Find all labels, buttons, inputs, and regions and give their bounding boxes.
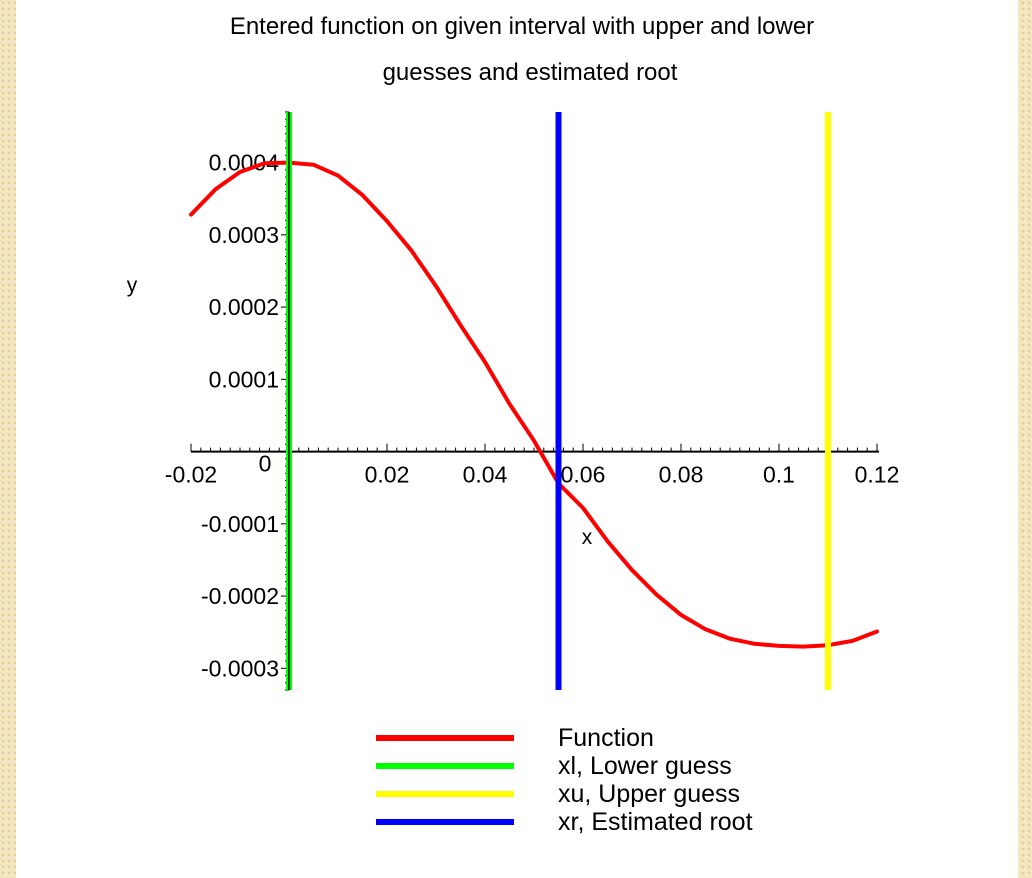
legend-label: xu, Upper guess — [558, 780, 740, 808]
series-line — [191, 163, 877, 647]
legend-label: xr, Estimated root — [558, 808, 753, 836]
y-tick-label: -0.0003 — [201, 655, 279, 681]
x-tick-label: 0.06 — [561, 462, 606, 488]
legend-label: Function — [558, 724, 654, 752]
x-tick-label: 0.02 — [365, 462, 410, 488]
x-tick-label: 0.04 — [463, 462, 508, 488]
legend-label: xl, Lower guess — [558, 752, 732, 780]
chart-title-line-1: Entered function on given interval with … — [230, 13, 814, 40]
x-axis-label: x — [582, 526, 593, 549]
x-tick-label: 0.08 — [659, 462, 704, 488]
y-tick-label: 0.0002 — [209, 294, 279, 320]
x-tick-label: -0.02 — [165, 462, 217, 488]
y-axis-label: y — [127, 274, 138, 297]
plot-area: -0.02 0 0.02 0.04 0.06 0.08 0.1 0.120.00040.000… — [165, 112, 900, 690]
y-tick-label: -0.0002 — [201, 583, 279, 609]
chart-title-line-2: guesses and estimated root — [383, 59, 678, 86]
x-tick-label: 0 — [259, 451, 272, 477]
y-tick-label: 0.0003 — [209, 222, 279, 248]
y-tick-label: 0.0001 — [209, 366, 279, 392]
x-tick-label: 0.1 — [763, 462, 795, 488]
x-tick-label: 0.12 — [855, 462, 900, 488]
y-tick-label: -0.0001 — [201, 511, 279, 537]
chart-title: Entered function on given interval with … — [230, 13, 814, 86]
